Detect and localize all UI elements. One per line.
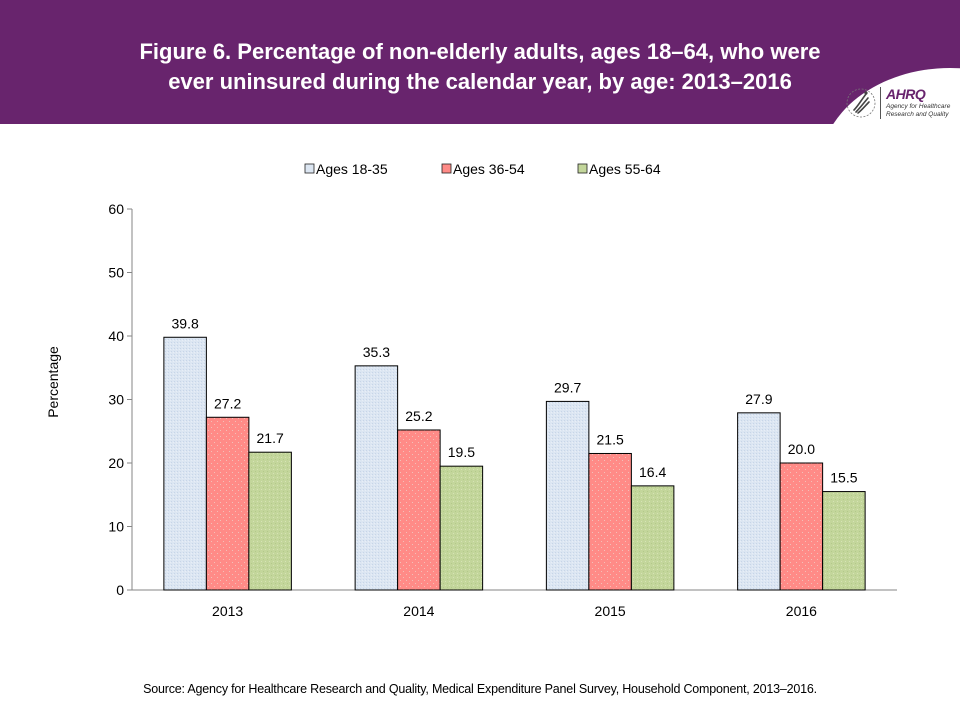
data-label: 20.0 xyxy=(788,441,815,457)
y-tick-label: 30 xyxy=(108,392,124,408)
legend-label-ages-55-64: Ages 55-64 xyxy=(589,161,661,177)
logo-divider xyxy=(880,87,881,119)
bar-ages-55-64-2013 xyxy=(248,451,292,591)
y-tick-label: 10 xyxy=(108,519,124,535)
data-label: 16.4 xyxy=(639,464,666,480)
y-tick-label: 0 xyxy=(116,582,124,598)
legend: Ages 18-35 Ages 36-54 Ages 55-64 xyxy=(304,161,661,177)
logo-subtitle-line-1: Agency for Healthcare xyxy=(886,103,951,110)
bar-ages-36-54-2015 xyxy=(588,452,632,591)
data-label: 19.5 xyxy=(448,444,475,460)
figure-title: Figure 6. Percentage of non-elderly adul… xyxy=(60,37,900,97)
y-tick-label: 40 xyxy=(108,328,124,344)
legend-label-ages-18-35: Ages 18-35 xyxy=(316,161,388,177)
data-label: 29.7 xyxy=(554,379,581,395)
logo-subtitle-line-2: Research and Quality xyxy=(886,111,949,118)
bar-ages-55-64-2014 xyxy=(439,465,484,591)
figure-title-line-2: ever uninsured during the calendar year,… xyxy=(168,69,792,94)
data-label: 25.2 xyxy=(405,408,432,424)
y-tick-label: 60 xyxy=(108,201,124,217)
data-labels: 39.8 27.2 21.7 35.3 25.2 19.5 29.7 21.5 16.4 27.9… xyxy=(172,315,858,485)
legend-swatch-ages-18-35 xyxy=(304,163,315,174)
logo-subtitle: Agency for Healthcare Research and Quali… xyxy=(886,103,956,119)
bar-ages-55-64-2015 xyxy=(630,485,675,591)
legend-swatch-ages-55-64 xyxy=(577,163,588,174)
axes: 0 10 20 30 40 50 60 2013 2014 2015 2016 xyxy=(108,201,897,619)
header-banner: Figure 6. Percentage of non-elderly adul… xyxy=(0,0,960,124)
legend-label-ages-36-54: Ages 36-54 xyxy=(453,161,525,177)
data-label: 39.8 xyxy=(172,315,199,331)
bar-ages-18-35-2016 xyxy=(737,412,781,591)
ahrq-logo: AHRQ Agency for Healthcare Research and … xyxy=(846,84,956,124)
bar-ages-36-54-2014 xyxy=(397,429,441,591)
y-tick-label: 50 xyxy=(108,265,124,281)
x-tick-label: 2014 xyxy=(403,603,434,619)
figure-title-line-1: Figure 6. Percentage of non-elderly adul… xyxy=(139,39,821,64)
hhs-eagle-icon xyxy=(846,88,876,118)
bar-ages-18-35-2013 xyxy=(163,336,207,591)
x-tick-label: 2015 xyxy=(595,603,626,619)
x-tick-label: 2016 xyxy=(786,603,817,619)
logo-ahrq-text: AHRQ xyxy=(886,86,926,102)
bar-ages-36-54-2013 xyxy=(205,416,250,591)
bar-ages-55-64-2016 xyxy=(822,491,866,591)
data-label: 21.5 xyxy=(597,431,624,447)
data-label: 15.5 xyxy=(830,470,857,486)
bar-ages-18-35-2014 xyxy=(354,365,399,591)
legend-item-ages-55-64: Ages 55-64 xyxy=(577,161,661,177)
legend-swatch-ages-36-54 xyxy=(441,163,452,174)
data-label: 27.2 xyxy=(214,395,241,411)
data-label: 35.3 xyxy=(363,344,390,360)
bar-chart: Ages 18-35 Ages 36-54 Ages 55-64 Percent… xyxy=(45,161,897,619)
bars xyxy=(163,336,866,591)
legend-item-ages-18-35: Ages 18-35 xyxy=(304,161,388,177)
y-axis-label: Percentage xyxy=(45,346,61,418)
source-note: Source: Agency for Healthcare Research a… xyxy=(143,682,817,696)
data-label: 21.7 xyxy=(257,430,284,446)
data-label: 27.9 xyxy=(745,391,772,407)
legend-item-ages-36-54: Ages 36-54 xyxy=(441,161,525,177)
bar-ages-36-54-2016 xyxy=(779,462,824,591)
y-tick-label: 20 xyxy=(108,455,124,471)
bar-ages-18-35-2015 xyxy=(545,400,590,591)
x-tick-label: 2013 xyxy=(212,603,243,619)
